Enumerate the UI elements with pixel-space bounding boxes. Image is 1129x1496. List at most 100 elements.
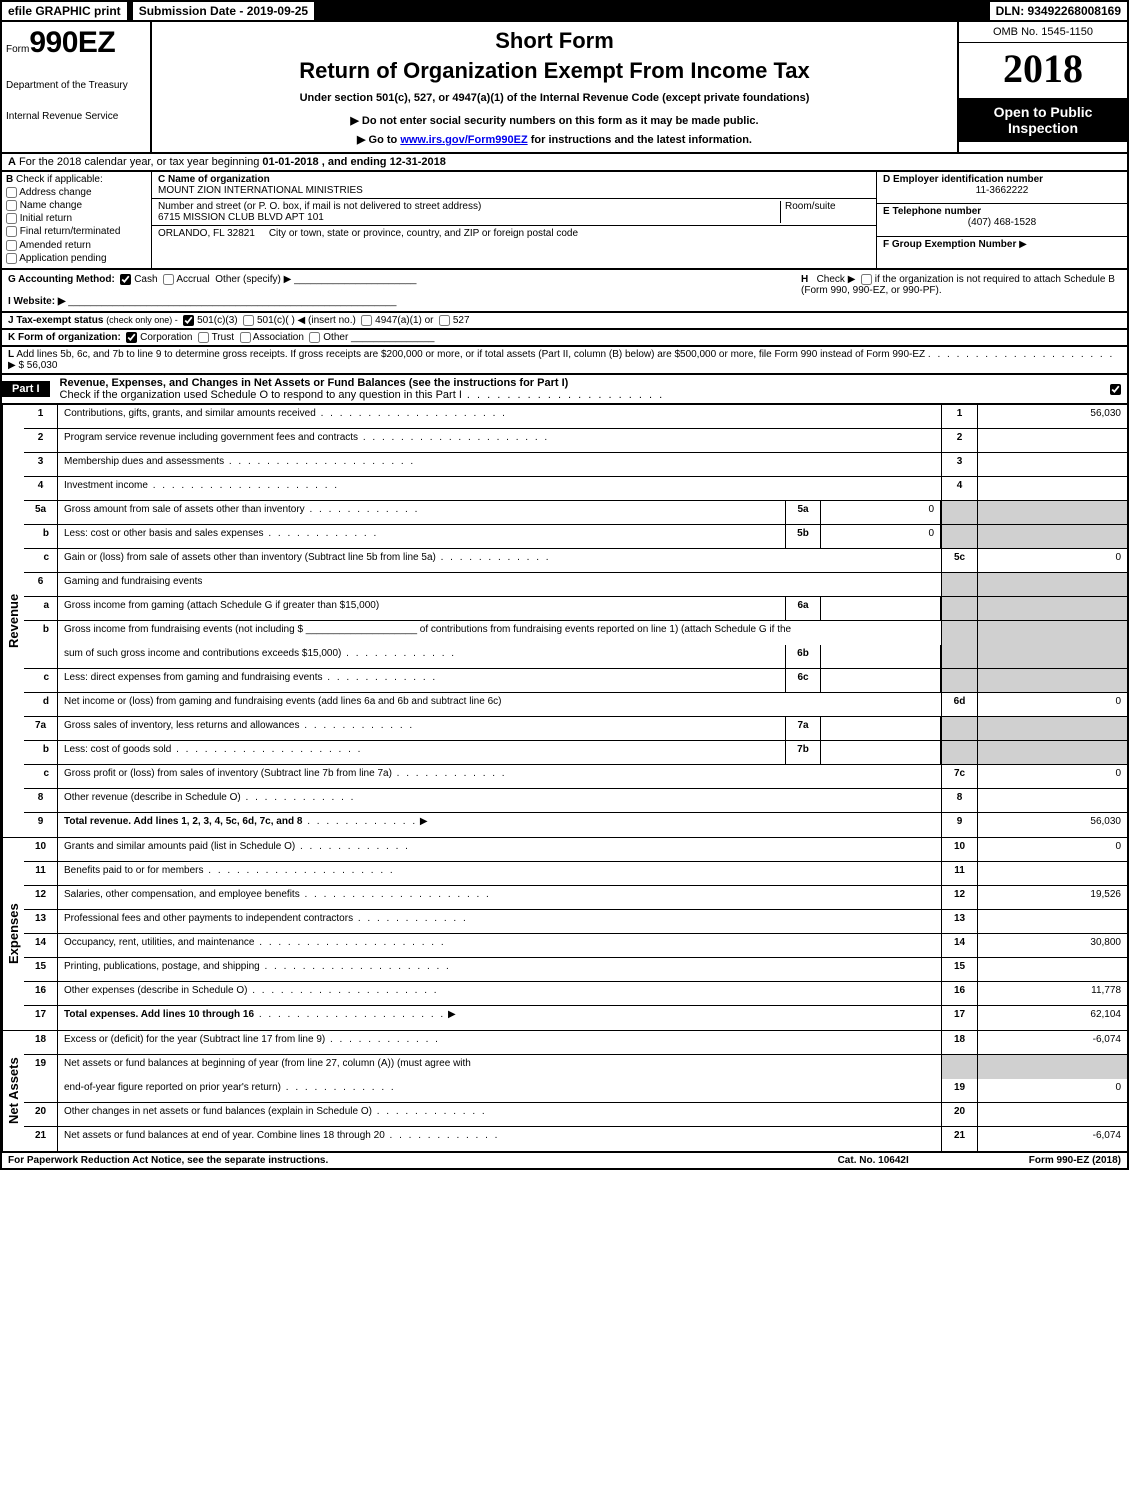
l-text: Add lines 5b, 6c, and 7b to line 9 to de… (16, 349, 925, 360)
form-number: 990EZ (29, 32, 115, 57)
department-label: Department of the Treasury (6, 80, 146, 91)
irs-link[interactable]: www.irs.gov/Form990EZ (400, 134, 527, 146)
chk-h[interactable] (861, 274, 872, 285)
chk-association[interactable] (240, 332, 251, 343)
line-12: 12Salaries, other compensation, and empl… (24, 886, 1127, 910)
form-header: Form990EZ Department of the Treasury Int… (0, 22, 1129, 154)
chk-other-org[interactable] (309, 332, 320, 343)
line-17: 17Total expenses. Add lines 10 through 1… (24, 1006, 1127, 1030)
year-end-value: 12-31-2018 (390, 156, 446, 168)
omb-number: OMB No. 1545-1150 (959, 22, 1127, 43)
lbl-527: 527 (453, 315, 470, 326)
chk-corporation[interactable] (126, 332, 137, 343)
dln: DLN: 93492268008169 (988, 0, 1129, 22)
lbl-other-org: Other (323, 332, 348, 343)
row-a: A For the 2018 calendar year, or tax yea… (0, 154, 1129, 172)
lbl-name-change: Name change (20, 200, 82, 211)
chk-final-return[interactable] (6, 226, 17, 237)
lbl-accrual: Accrual (176, 274, 209, 285)
chk-527[interactable] (439, 315, 450, 326)
chk-trust[interactable] (198, 332, 209, 343)
org-name-label: C Name of organization (158, 174, 870, 185)
line-5b: bLess: cost or other basis and sales exp… (24, 525, 1127, 549)
line-7b: bLess: cost of goods sold 7b (24, 741, 1127, 765)
col-c: C Name of organization MOUNT ZION INTERN… (152, 172, 877, 268)
line-8: 8Other revenue (describe in Schedule O) … (24, 789, 1127, 813)
lbl-association: Association (253, 332, 304, 343)
h-check-label: Check ▶ (817, 274, 856, 285)
org-name-value: MOUNT ZION INTERNATIONAL MINISTRIES (158, 185, 870, 196)
lbl-amended-return: Amended return (19, 240, 91, 251)
chk-accrual[interactable] (163, 274, 174, 285)
line-21: 21Net assets or fund balances at end of … (24, 1127, 1127, 1151)
lbl-initial-return: Initial return (20, 213, 72, 224)
label-h: H (801, 274, 808, 285)
ein-value: 11-3662222 (883, 185, 1121, 196)
chk-application-pending[interactable] (6, 253, 17, 264)
part1-header: Part I Revenue, Expenses, and Changes in… (0, 375, 1129, 405)
phone-value: (407) 468-1528 (883, 217, 1121, 228)
tax-year: 2018 (959, 43, 1127, 98)
short-form-title: Short Form (172, 28, 937, 54)
line-6d: dNet income or (loss) from gaming and fu… (24, 693, 1127, 717)
line-2: 2Program service revenue including gover… (24, 429, 1127, 453)
chk-address-change[interactable] (6, 187, 17, 198)
col-b: B Check if applicable: Address change Na… (2, 172, 152, 268)
line-3: 3Membership dues and assessments 3 (24, 453, 1127, 477)
paperwork-notice: For Paperwork Reduction Act Notice, see … (8, 1155, 838, 1166)
chk-amended-return[interactable] (6, 240, 17, 251)
tax-exempt-label: J Tax-exempt status (8, 315, 103, 326)
label-a: A (8, 156, 16, 168)
line-7c: cGross profit or (loss) from sales of in… (24, 765, 1127, 789)
part1-title: Revenue, Expenses, and Changes in Net As… (60, 377, 569, 389)
goto-note: ▶ Go to www.irs.gov/Form990EZ for instru… (172, 133, 937, 146)
line-19-1: 19Net assets or fund balances at beginni… (24, 1055, 1127, 1079)
line-15: 15Printing, publications, postage, and s… (24, 958, 1127, 982)
line-1: 1Contributions, gifts, grants, and simil… (24, 405, 1127, 429)
line-10: 10Grants and similar amounts paid (list … (24, 838, 1127, 862)
city-value: ORLANDO, FL 32821 (158, 228, 255, 239)
top-bar: efile GRAPHIC print Submission Date - 20… (0, 0, 1129, 22)
line-19-2: end-of-year figure reported on prior yea… (24, 1079, 1127, 1103)
chk-cash[interactable] (120, 274, 131, 285)
cat-no: Cat. No. 10642I (838, 1155, 909, 1166)
arrow-icon: ▶ (1019, 239, 1027, 250)
lbl-other-specify: Other (specify) ▶ (215, 274, 291, 285)
chk-initial-return[interactable] (6, 213, 17, 224)
line-6: 6Gaming and fundraising events (24, 573, 1127, 597)
street-value: 6715 MISSION CLUB BLVD APT 101 (158, 212, 780, 223)
line-4: 4Investment income 4 (24, 477, 1127, 501)
side-net-assets: Net Assets (2, 1031, 24, 1151)
year-begin-value: 01-01-2018 (262, 156, 318, 168)
main-title: Return of Organization Exempt From Incom… (172, 58, 937, 84)
chk-4947[interactable] (361, 315, 372, 326)
lbl-cash: Cash (134, 274, 157, 285)
irs-label: Internal Revenue Service (6, 111, 146, 122)
part1-checknote: Check if the organization used Schedule … (60, 389, 462, 401)
accounting-method-label: G Accounting Method: (8, 274, 115, 285)
part1-grid: Revenue 1Contributions, gifts, grants, a… (0, 405, 1129, 1153)
label-b: B (6, 174, 13, 185)
line-5c: cGain or (loss) from sale of assets othe… (24, 549, 1127, 573)
info-block: B Check if applicable: Address change Na… (0, 172, 1129, 270)
form-prefix: Form (6, 44, 29, 55)
col-d: D Employer identification number 11-3662… (877, 172, 1127, 268)
form-footer: Form 990-EZ (2018) (1029, 1155, 1121, 1166)
row-l: L Add lines 5b, 6c, and 7b to line 9 to … (0, 347, 1129, 375)
open-public-badge: Open to Public Inspection (959, 98, 1127, 142)
lbl-application-pending: Application pending (19, 253, 106, 264)
part1-tag: Part I (2, 381, 50, 397)
chk-501c3[interactable] (183, 315, 194, 326)
line-18: 18Excess or (deficit) for the year (Subt… (24, 1031, 1127, 1055)
label-l: L (8, 349, 14, 360)
chk-501c[interactable] (243, 315, 254, 326)
form-org-label: K Form of organization: (8, 332, 121, 343)
line-6b-1: bGross income from fundraising events (n… (24, 621, 1127, 645)
chk-schedule-o[interactable] (1110, 384, 1121, 395)
row-j: J Tax-exempt status (check only one) - 5… (0, 313, 1129, 330)
line-6c: cLess: direct expenses from gaming and f… (24, 669, 1127, 693)
lbl-4947: 4947(a)(1) or (375, 315, 433, 326)
year-begin-label: For the 2018 calendar year, or tax year … (19, 156, 262, 168)
chk-name-change[interactable] (6, 200, 17, 211)
group-exemption-label: F Group Exemption Number (883, 239, 1016, 250)
